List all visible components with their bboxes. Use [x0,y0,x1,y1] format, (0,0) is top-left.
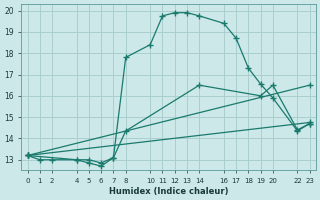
X-axis label: Humidex (Indice chaleur): Humidex (Indice chaleur) [109,187,228,196]
